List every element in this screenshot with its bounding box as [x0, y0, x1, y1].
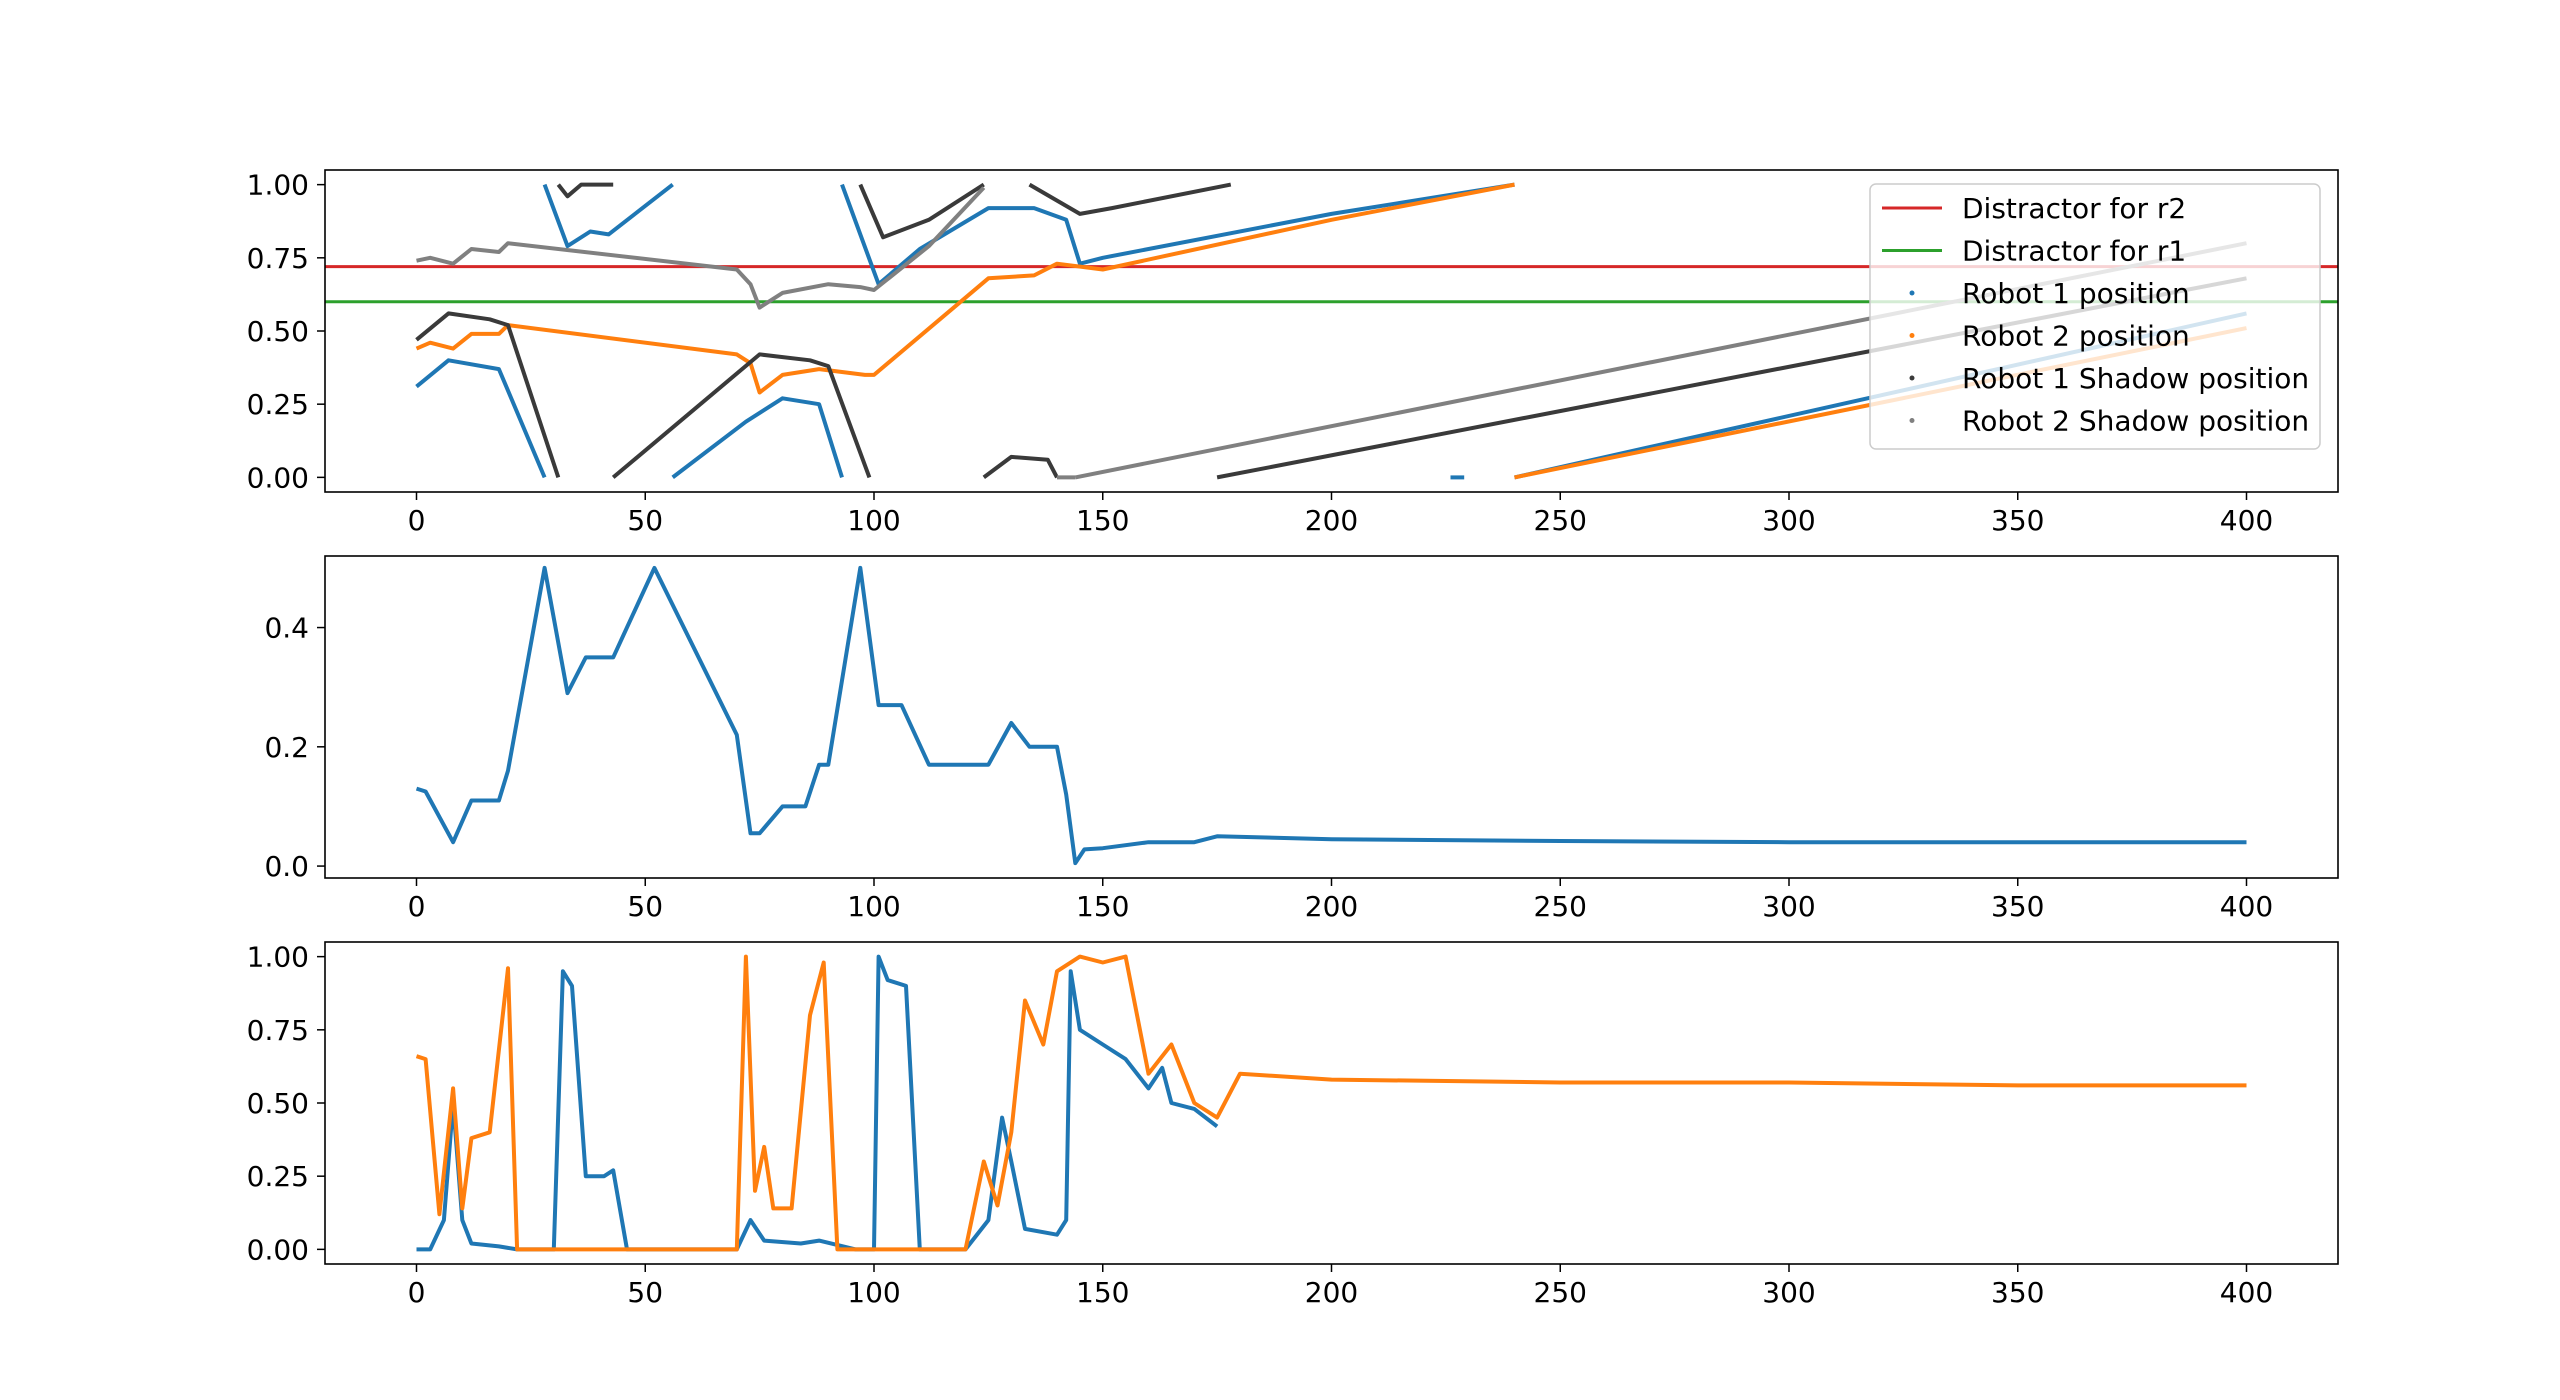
- series-line-1-seg-0: [415, 182, 1515, 395]
- subplot-middle: 0 50 100 150 200 250 300 350 400 0.0 0.2 0.4: [264, 555, 2339, 923]
- subplot-bottom: 0 50 100 150 200 250 300 350 400 0.00 0.25 0.50 0.75…: [247, 941, 2339, 1309]
- legend-label: Robot 1 Shadow position: [1962, 362, 2309, 395]
- series-line-2-seg-5: [1028, 182, 1232, 216]
- legend-label: Robot 2 position: [1962, 320, 2190, 353]
- y-tick-label: 0.25: [247, 1160, 309, 1193]
- x-tick-label: 300: [1762, 504, 1815, 537]
- series-line-2-seg-4: [982, 454, 1059, 480]
- x-tick-label: 350: [1991, 890, 2044, 923]
- plot-area: [325, 182, 2338, 480]
- x-tick-label: 50: [627, 1276, 663, 1309]
- x-tick-label: 150: [1076, 890, 1129, 923]
- legend-label: Robot 2 Shadow position: [1962, 405, 2309, 438]
- x-tick-label: 250: [1534, 1276, 1587, 1309]
- x-tick-label: 350: [1991, 504, 2044, 537]
- y-tick-label: 1.00: [247, 169, 309, 202]
- legend-label: Distractor for r1: [1962, 235, 2186, 268]
- series-line-3-seg-0: [416, 186, 986, 310]
- y-tick-label: 0.0: [264, 850, 309, 883]
- plot-area: [415, 565, 2247, 866]
- x-tick-label: 250: [1534, 504, 1587, 537]
- y-tick-label: 0.75: [247, 1014, 309, 1047]
- x-tick-label: 400: [2220, 504, 2273, 537]
- series-line-2-seg-2: [611, 352, 872, 479]
- legend-dot-marker: [1909, 290, 1915, 296]
- series-line-0-seg-2: [671, 396, 844, 479]
- y-tick-label: 0.50: [247, 315, 309, 348]
- y-tick-label: 0.25: [247, 388, 309, 421]
- series-line-1-seg-0: [415, 954, 2247, 1252]
- x-tick-label: 300: [1762, 1276, 1815, 1309]
- y-tick-label: 0.00: [247, 1233, 309, 1266]
- legend-dot-marker: [1909, 375, 1915, 381]
- series-line-2-seg-1: [556, 182, 614, 199]
- y-tick-label: 0.4: [264, 612, 309, 645]
- series-line-0-seg-1: [542, 183, 674, 249]
- x-tick-label: 0: [408, 890, 426, 923]
- x-tick-label: 0: [408, 504, 426, 537]
- y-tick-label: 0.75: [247, 242, 309, 275]
- legend-box: [1869, 183, 2321, 450]
- series-line-2-seg-3: [858, 182, 985, 240]
- x-tick-label: 200: [1305, 504, 1358, 537]
- subplot-top: 0 50 100 150 200 250 300 350 400 0.00 0.25 0.50 0.75…: [247, 169, 2339, 537]
- x-tick-label: 400: [2220, 1276, 2273, 1309]
- x-tick-label: 100: [847, 1276, 900, 1309]
- x-tick-label: 100: [847, 504, 900, 537]
- legend-label: Robot 1 position: [1962, 277, 2190, 310]
- legend-dot-marker: [1909, 333, 1915, 338]
- y-tick-label: 0.00: [247, 461, 309, 494]
- x-tick-label: 200: [1305, 890, 1358, 923]
- legend-label: Distractor for r2: [1962, 192, 2186, 225]
- x-tick-label: 150: [1076, 1276, 1129, 1309]
- x-tick-label: 50: [627, 504, 663, 537]
- y-tick-label: 0.50: [247, 1087, 309, 1120]
- x-tick-label: 100: [847, 890, 900, 923]
- legend-dot-marker: [1909, 418, 1915, 423]
- x-tick-label: 300: [1762, 890, 1815, 923]
- plot-frame: [324, 555, 2339, 879]
- series-line-0-seg-0: [415, 358, 547, 479]
- y-tick-label: 1.00: [247, 941, 309, 974]
- series-line-0-seg-0: [416, 954, 1219, 1252]
- x-tick-label: 200: [1305, 1276, 1358, 1309]
- x-tick-label: 50: [627, 890, 663, 923]
- y-tick-label: 0.2: [264, 731, 309, 764]
- x-tick-label: 250: [1534, 890, 1587, 923]
- series-line-2-seg-0: [415, 311, 561, 479]
- x-tick-label: 150: [1076, 504, 1129, 537]
- x-tick-label: 0: [408, 1276, 426, 1309]
- x-tick-label: 400: [2220, 890, 2273, 923]
- series-line-0-seg-3: [840, 182, 1515, 287]
- plot-area: [415, 954, 2247, 1252]
- plot-frame: [324, 941, 2339, 1265]
- x-tick-label: 350: [1991, 1276, 2044, 1309]
- series-line-0-seg-0: [415, 565, 2247, 866]
- legend: Distractor for r2 Distractor for r1 Robot …: [1869, 183, 2321, 450]
